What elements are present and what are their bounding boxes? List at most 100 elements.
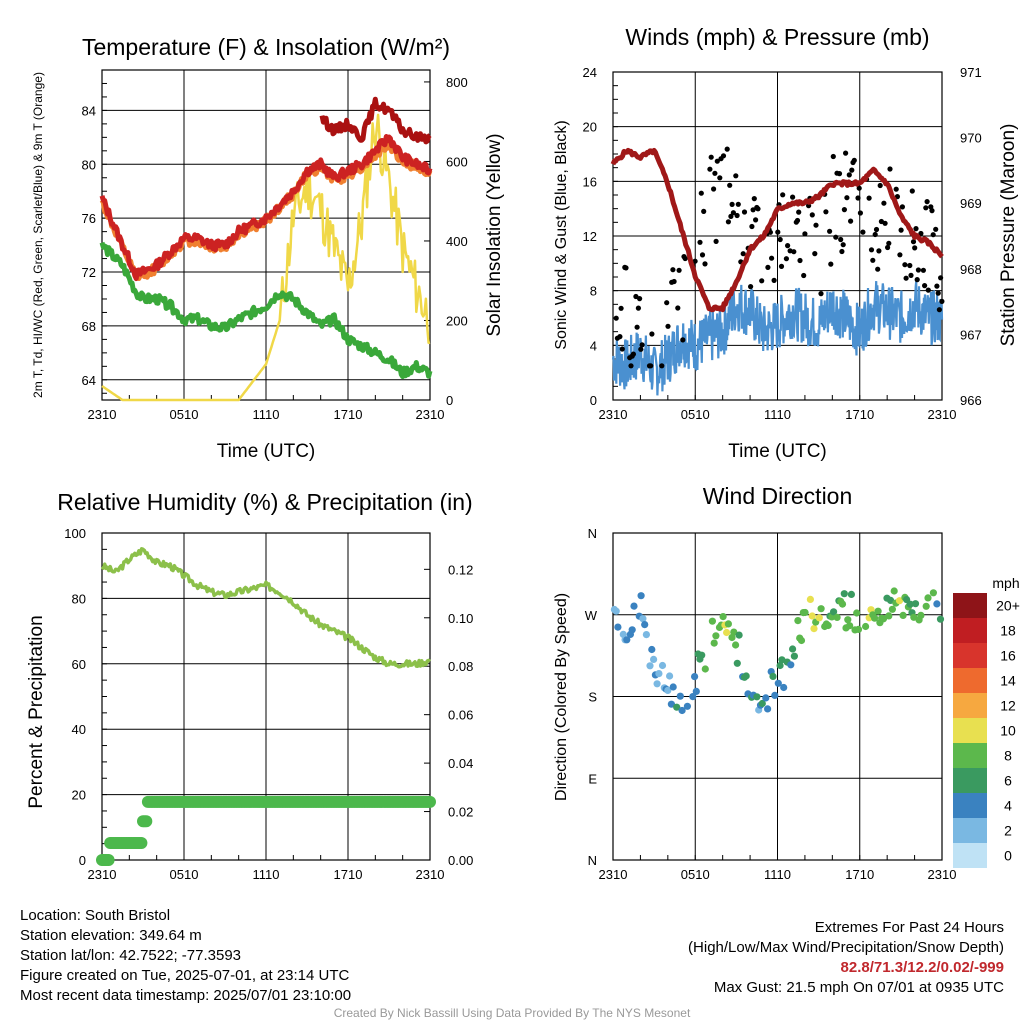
series-line-2mt — [99, 134, 433, 282]
direction-point — [708, 617, 717, 625]
y-tick-label: E — [588, 771, 597, 786]
y-tick-label: 0 — [79, 853, 86, 868]
series-line-td — [99, 241, 433, 380]
gust-point — [659, 363, 665, 369]
y-tick-label: 0 — [590, 393, 597, 408]
gust-point — [701, 208, 707, 214]
colorbar-label: 0 — [1004, 848, 1012, 864]
gust-point — [783, 256, 790, 262]
y-tick-label: 12 — [583, 229, 597, 244]
gust-point — [724, 146, 730, 152]
gust-point — [912, 245, 918, 251]
precip-point — [135, 837, 148, 849]
y2-tick-label: 968 — [960, 262, 982, 277]
direction-point — [646, 662, 654, 670]
gust-point — [670, 267, 676, 273]
y2-tick-label: 0.10 — [448, 611, 473, 626]
direction-point — [712, 632, 720, 640]
x-axis-label: Time (UTC) — [728, 441, 827, 462]
gust-point — [812, 251, 818, 257]
chart-title: Relative Humidity (%) & Precipitation (i… — [57, 489, 472, 515]
gust-point — [924, 199, 930, 205]
gust-point — [939, 298, 945, 304]
gust-point — [790, 194, 796, 200]
gust-point — [881, 200, 887, 206]
x-tick-label: 1710 — [845, 407, 874, 422]
direction-point — [844, 616, 852, 624]
precip-point — [140, 815, 153, 828]
y-tick-label: W — [585, 608, 598, 623]
direction-point — [735, 631, 743, 639]
direction-point — [838, 600, 847, 608]
gust-point — [617, 334, 623, 340]
gust-point — [843, 150, 849, 156]
y2-tick-label: 600 — [446, 154, 468, 169]
gust-point — [730, 210, 737, 216]
gust-point — [870, 257, 876, 263]
gust-point — [929, 208, 935, 214]
y-axis-label: Sonic Wind & Gust (Blue, Black) — [553, 120, 570, 349]
colorbar-label: 14 — [1000, 673, 1016, 689]
direction-point — [676, 692, 684, 700]
direction-point — [899, 611, 907, 620]
x-tick-label: 2310 — [88, 867, 117, 882]
direction-point — [669, 683, 677, 691]
colorbar-title: mph — [992, 575, 1019, 591]
direction-point — [724, 620, 733, 628]
y2-axis-label: Station Pressure (Maroon) — [998, 124, 1019, 347]
chart-title: Temperature (F) & Insolation (W/m²) — [82, 34, 450, 60]
direction-point — [789, 645, 797, 653]
y2-tick-label: 966 — [960, 393, 982, 408]
gust-point — [665, 323, 671, 329]
gust-point — [809, 212, 815, 218]
direction-point — [655, 670, 663, 678]
gust-point — [699, 252, 706, 258]
direction-point — [794, 617, 802, 625]
direction-point — [762, 694, 770, 702]
direction-point — [933, 600, 941, 608]
direction-point — [936, 615, 945, 623]
direction-point — [774, 679, 782, 687]
max-gust-text: Max Gust: 21.5 mph On 07/01 at 0935 UTC — [713, 979, 1004, 996]
gust-point — [713, 238, 719, 244]
gust-point — [697, 239, 703, 245]
direction-point — [895, 597, 904, 605]
colorbar-label: 4 — [1004, 798, 1012, 814]
gust-point — [765, 264, 771, 270]
y2-tick-label: 0 — [446, 393, 453, 408]
colorbar-swatch — [953, 643, 987, 668]
gust-point — [886, 240, 892, 246]
x-tick-label: 1110 — [253, 407, 280, 422]
precip-points — [96, 795, 436, 866]
direction-point — [641, 621, 649, 629]
gust-point — [938, 275, 944, 281]
direction-point — [678, 706, 686, 715]
gust-point — [909, 188, 915, 194]
gust-point — [740, 251, 746, 257]
colorbar-swatch — [953, 743, 987, 768]
gust-point — [777, 236, 783, 243]
gust-point — [885, 244, 891, 251]
x-tick-label: 1710 — [845, 867, 874, 882]
x-tick-label: 1110 — [764, 867, 791, 882]
direction-point — [769, 672, 777, 681]
gust-point — [649, 331, 655, 337]
y-tick-label: 24 — [583, 65, 597, 80]
gust-point — [827, 228, 833, 234]
gust-point — [898, 227, 904, 233]
colorbar-label: 16 — [1000, 648, 1016, 664]
gust-point — [840, 242, 846, 248]
direction-point — [808, 612, 816, 620]
gust-point — [634, 324, 640, 330]
gust-point — [860, 229, 866, 235]
gust-point — [839, 248, 845, 255]
gust-point — [802, 231, 808, 237]
precip-point — [424, 795, 436, 808]
chart-title: Wind Direction — [703, 483, 853, 509]
direction-point — [780, 683, 788, 692]
extremes-info: Extremes For Past 24 Hours (High/Low/Max… — [688, 918, 1004, 998]
direction-point — [847, 590, 856, 599]
direction-point — [689, 693, 697, 701]
gust-point — [628, 363, 634, 369]
